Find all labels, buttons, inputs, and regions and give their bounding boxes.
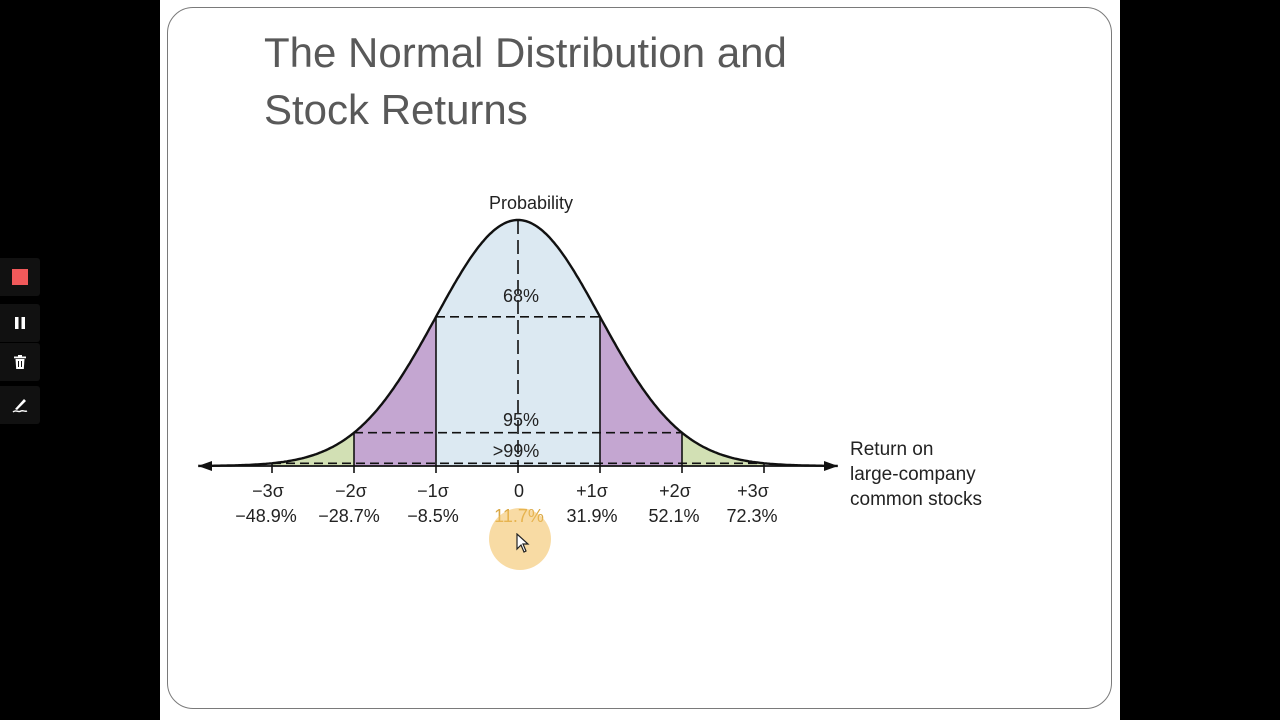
sigma-tick-label: +2σ <box>659 481 691 501</box>
slide-frame <box>167 7 1112 709</box>
sigma-tick-label: −2σ <box>335 481 367 501</box>
sigma-tick-label: +1σ <box>576 481 608 501</box>
return-tick-label: −48.9% <box>235 506 297 526</box>
trash-icon <box>14 355 26 369</box>
slide-title: The Normal Distribution and Stock Return… <box>264 24 904 138</box>
return-tick-label: 31.9% <box>566 506 617 526</box>
slide-title-line-2: Stock Returns <box>264 86 528 133</box>
return-tick-label: −28.7% <box>318 506 380 526</box>
band-label-95: 95% <box>503 410 539 430</box>
return-tick-label: 72.3% <box>726 506 777 526</box>
stop-recording-button[interactable] <box>0 258 40 296</box>
pen-button[interactable] <box>0 386 40 424</box>
band-label-99: >99% <box>493 441 540 461</box>
band-label-68: 68% <box>503 286 539 306</box>
sigma-tick-label: 0 <box>514 481 524 501</box>
return-tick-label: 52.1% <box>648 506 699 526</box>
sigma-tick-label: +3σ <box>737 481 769 501</box>
x-axis-label-line-2: large-company <box>850 464 976 485</box>
pause-button[interactable] <box>0 304 40 342</box>
pen-icon <box>12 399 28 413</box>
x-axis-label-line-3: common stocks <box>850 489 982 510</box>
y-axis-label: Probability <box>489 193 573 213</box>
slide-title-line-1: The Normal Distribution and <box>264 29 787 76</box>
slide: The Normal Distribution and Stock Return… <box>160 0 1120 720</box>
sigma-tick-label: −3σ <box>252 481 284 501</box>
mouse-pointer-icon <box>516 533 530 553</box>
delete-button[interactable] <box>0 343 40 381</box>
axis-right-arrow <box>824 461 838 471</box>
pause-icon <box>15 317 25 329</box>
x-axis <box>198 461 838 473</box>
normal-curve <box>198 218 838 468</box>
return-tick-label: −8.5% <box>407 506 459 526</box>
tick-labels: −3σ−2σ−1σ0+1σ+2σ+3σ−48.9%−28.7%−8.5%11.7… <box>235 481 777 526</box>
axis-left-arrow <box>198 461 212 471</box>
sigma-tick-label: −1σ <box>417 481 449 501</box>
stop-recording-icon <box>12 269 28 285</box>
x-axis-label-line-1: Return on <box>850 439 933 460</box>
x-axis-label: Return on large-company common stocks <box>850 439 982 510</box>
